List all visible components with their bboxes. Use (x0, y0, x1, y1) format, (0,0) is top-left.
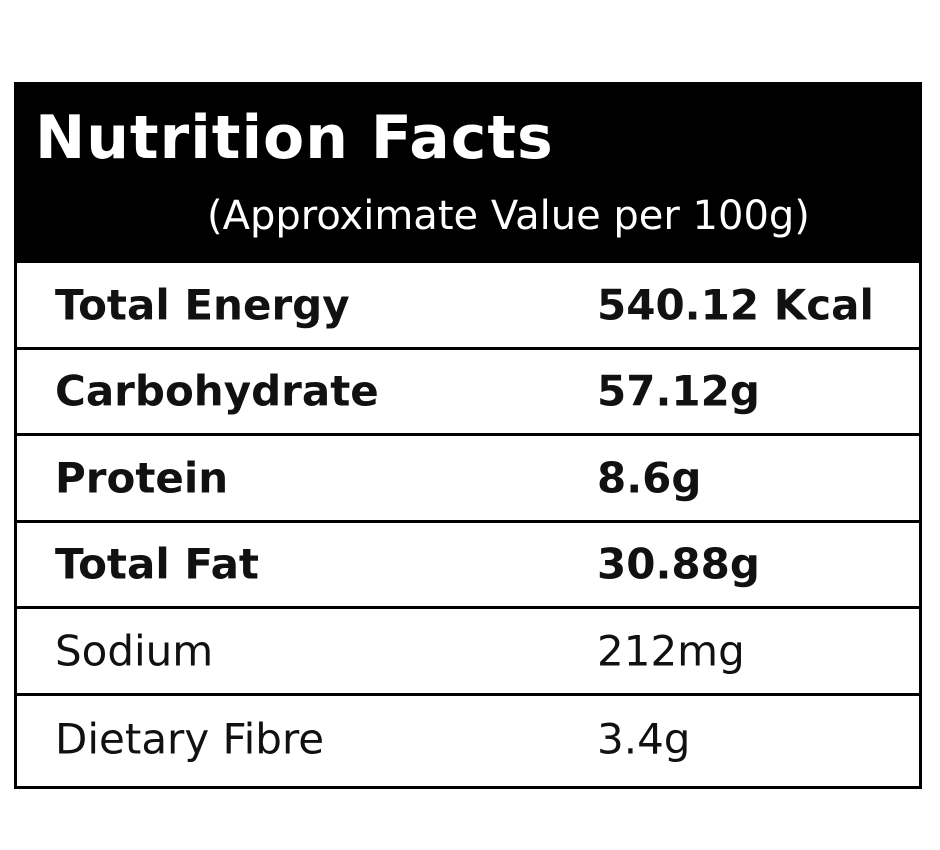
nutrient-row: Dietary Fibre 3.4g (17, 696, 919, 783)
nutrient-row: Total Fat 30.88g (17, 523, 919, 609)
nutrient-label: Total Fat (55, 539, 260, 589)
nutrient-row: Sodium 212mg (17, 609, 919, 696)
table: Total Energy 540.12 Kcal Carbohydrate 57.12… (17, 263, 919, 782)
nutrient-label: Protein (55, 453, 229, 503)
subtitle: (Approximate Value per 100g) (207, 193, 810, 239)
nutrient-row: Protein 8.6g (17, 436, 919, 523)
nutrient-label: Dietary Fibre (55, 714, 325, 764)
nutrient-value: 30.88g (597, 539, 760, 589)
nutrient-label: Total Energy (55, 280, 350, 330)
nutrient-value: 540.12 Kcal (597, 280, 874, 330)
title: Nutrition Facts (35, 103, 554, 173)
nutrition-panel: Nutrition Facts (Approximate Value per 1… (14, 82, 922, 789)
nutrient-row: Carbohydrate 57.12g (17, 350, 919, 436)
nutrient-value: 212mg (597, 626, 745, 676)
nutrient-row: Total Energy 540.12 Kcal (17, 263, 919, 350)
nutrient-value: 57.12g (597, 366, 760, 416)
nutrient-label: Sodium (55, 626, 214, 676)
nutrient-value: 3.4g (597, 714, 691, 764)
nutrient-value: 8.6g (597, 453, 702, 503)
nutrient-label: Carbohydrate (55, 366, 379, 416)
header: Nutrition Facts (Approximate Value per 1… (17, 85, 919, 263)
